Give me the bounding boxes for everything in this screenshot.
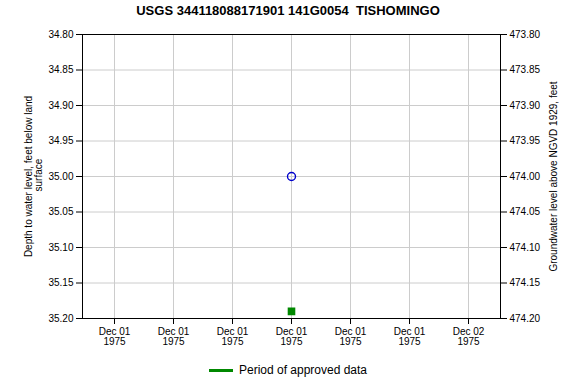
svg-text:474.05: 474.05	[510, 206, 541, 217]
html-text:USGS 344118088171901 141G0054: USGS 344118088171901 141G0054 TISHOMINGO	[136, 3, 440, 18]
svg-text:473.95: 473.95	[510, 135, 541, 146]
svg-text:474.20: 474.20	[510, 313, 541, 324]
svg-text:34.90: 34.90	[48, 100, 73, 111]
svg-text:35.05: 35.05	[48, 206, 73, 217]
svg-text:Dec 011975: Dec 011975	[158, 326, 190, 347]
svg-text:Dec 021975: Dec 021975	[453, 326, 485, 347]
svg-text:35.20: 35.20	[48, 313, 73, 324]
html-text:Period of approved data: Period of approved data	[239, 363, 367, 377]
svg-text:Dec 011975: Dec 011975	[276, 326, 308, 347]
svg-text:34.85: 34.85	[48, 64, 73, 75]
svg-text:35.15: 35.15	[48, 277, 73, 288]
svg-text:Dec 011975: Dec 011975	[99, 326, 131, 347]
svg-text:474.00: 474.00	[510, 171, 541, 182]
svg-text:35.10: 35.10	[48, 242, 73, 253]
svg-text:474.15: 474.15	[510, 277, 541, 288]
svg-text:35.00: 35.00	[48, 171, 73, 182]
svg-text:Dec 011975: Dec 011975	[394, 326, 426, 347]
svg-text:Groundwater level above NGVD 1: Groundwater level above NGVD 1929, feet	[548, 81, 559, 271]
svg-text:Dec 011975: Dec 011975	[217, 326, 249, 347]
svg-text:Dec 011975: Dec 011975	[335, 326, 367, 347]
svg-text:473.80: 473.80	[510, 29, 541, 40]
svg-text:473.90: 473.90	[510, 100, 541, 111]
svg-text:34.80: 34.80	[48, 29, 73, 40]
svg-text:Depth to water level, feet bel: Depth to water level, feet below land su…	[23, 96, 44, 257]
svg-text:474.10: 474.10	[510, 242, 541, 253]
svg-text:34.95: 34.95	[48, 135, 73, 146]
svg-text:473.85: 473.85	[510, 64, 541, 75]
